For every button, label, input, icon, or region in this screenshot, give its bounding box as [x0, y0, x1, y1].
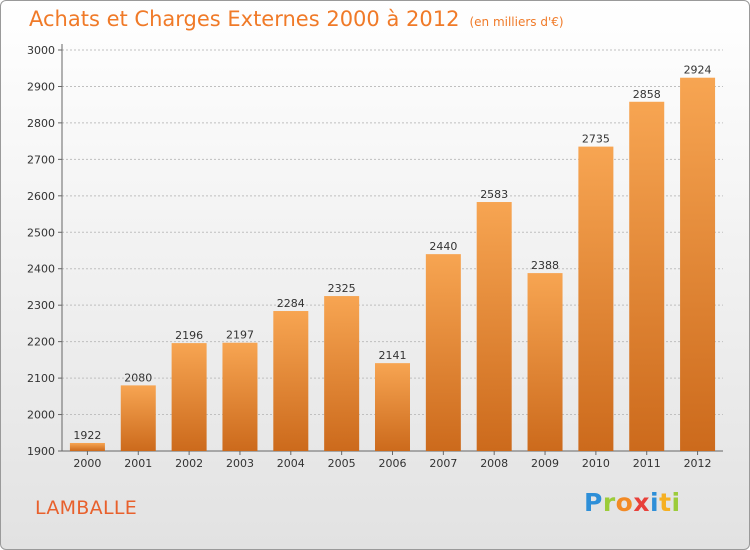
proxiti-logo: Proxiti: [584, 488, 681, 517]
data-label: 2924: [684, 64, 712, 77]
x-tick-label: 2008: [480, 457, 508, 470]
y-tick-label: 2000: [27, 409, 55, 422]
logo-letter: x: [633, 488, 650, 517]
logo-letter: r: [602, 488, 616, 517]
y-tick-label: 2900: [27, 80, 55, 93]
logo-letter: P: [584, 488, 603, 517]
x-tick-label: 2009: [531, 457, 559, 470]
data-label: 2284: [277, 297, 305, 310]
x-tick-label: 2010: [582, 457, 610, 470]
x-tick-label: 2000: [73, 457, 101, 470]
data-label: 2440: [429, 240, 457, 253]
bar-2003: [222, 342, 258, 451]
logo-letter: i: [650, 488, 660, 517]
y-tick-label: 2700: [27, 153, 55, 166]
x-tick-label: 2005: [328, 457, 356, 470]
data-label: 2196: [175, 329, 203, 342]
data-label: 2325: [328, 282, 356, 295]
logo-letter: t: [659, 488, 672, 517]
y-tick-label: 2400: [27, 263, 55, 276]
x-tick-label: 2006: [379, 457, 407, 470]
bars: [69, 77, 716, 452]
bar-2010: [578, 146, 614, 451]
x-tick-label: 2007: [429, 457, 457, 470]
data-label: 2141: [379, 349, 407, 362]
data-label: 2080: [124, 371, 152, 384]
bar-2004: [273, 311, 309, 451]
bar-2009: [527, 273, 563, 451]
x-tick-label: 2012: [684, 457, 712, 470]
data-label: 2388: [531, 259, 559, 272]
x-tick-label: 2011: [633, 457, 661, 470]
data-label: 2197: [226, 329, 254, 342]
x-tick-label: 2004: [277, 457, 305, 470]
data-label: 2583: [480, 188, 508, 201]
y-tick-label: 2800: [27, 117, 55, 130]
bar-2006: [375, 363, 410, 451]
y-tick-label: 2200: [27, 336, 55, 349]
bar-2002: [171, 343, 207, 451]
logo-letter: o: [615, 488, 634, 517]
bar-2007: [425, 254, 461, 451]
city-name: LAMBALLE: [35, 497, 138, 519]
data-labels: 1922 2080 2196 2197 2284 2325 2141 2440 2583 2388…: [73, 64, 711, 442]
data-label: 1922: [73, 429, 101, 442]
x-tick-label: 2003: [226, 457, 254, 470]
chart-subtitle: (en milliers d'€): [469, 15, 564, 29]
y-tick-label: 2600: [27, 190, 55, 203]
y-tick-label: 1900: [27, 445, 55, 458]
data-label: 2735: [582, 133, 610, 146]
bar-2000: [69, 442, 105, 451]
y-tick-label: 3000: [27, 44, 55, 57]
bar-2012: [680, 77, 716, 452]
logo-letter: i: [671, 488, 681, 517]
x-tick-label: 2002: [175, 457, 203, 470]
y-tick-label: 2500: [27, 226, 55, 239]
bar-2001: [120, 385, 156, 451]
y-tick-label: 2300: [27, 299, 55, 312]
bar-2011: [629, 101, 665, 452]
x-tick-label: 2001: [124, 457, 152, 470]
chart-title-text: Achats et Charges Externes 2000 à 2012: [29, 7, 460, 31]
bar-2005: [324, 296, 360, 451]
data-label: 2858: [633, 88, 661, 101]
bar-2008: [476, 202, 512, 451]
chart-title: Achats et Charges Externes 2000 à 2012 (e…: [29, 7, 564, 31]
y-tick-label: 2100: [27, 372, 55, 385]
